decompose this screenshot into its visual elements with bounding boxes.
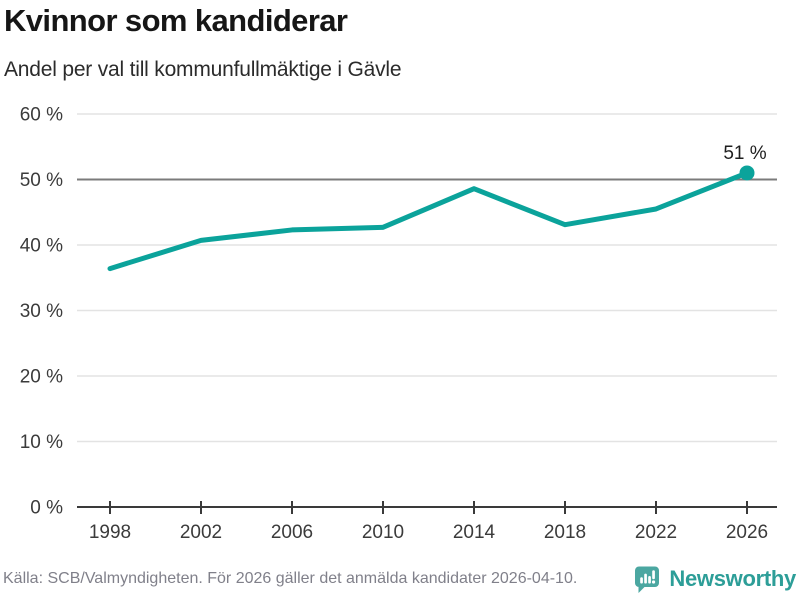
y-axis-label: 0 % <box>30 498 63 519</box>
x-axis-label: 2002 <box>180 522 222 543</box>
end-point-label: 51 % <box>723 143 766 164</box>
footer: Källa: SCB/Valmyndigheten. För 2026 gäll… <box>3 564 796 594</box>
y-axis-label: 10 % <box>20 432 63 453</box>
chart-title: Kvinnor som kandiderar <box>4 3 348 38</box>
y-axis-label: 60 % <box>20 105 63 126</box>
x-axis-label: 2022 <box>635 522 677 543</box>
x-axis-label: 2018 <box>544 522 586 543</box>
x-axis-label: 2006 <box>271 522 313 543</box>
newsworthy-logo-icon <box>635 566 660 593</box>
source-note: Källa: SCB/Valmyndigheten. För 2026 gäll… <box>3 570 578 587</box>
x-axis-label: 2026 <box>726 522 768 543</box>
chart-subtitle: Andel per val till kommunfullmäktige i G… <box>4 58 402 81</box>
newsworthy-logo[interactable]: Newsworthy <box>632 564 796 594</box>
y-axis-label: 30 % <box>20 301 63 322</box>
y-axis-label: 50 % <box>20 170 63 191</box>
y-axis-label: 40 % <box>20 236 63 257</box>
newsworthy-logo-text: Newsworthy <box>669 566 796 591</box>
end-point-marker <box>739 165 755 181</box>
trend-line <box>107 170 750 272</box>
x-axis-label: 1998 <box>89 522 131 543</box>
x-axis-label: 2010 <box>362 522 404 543</box>
x-axis-label: 2014 <box>453 522 496 543</box>
y-axis-label: 20 % <box>20 367 63 388</box>
